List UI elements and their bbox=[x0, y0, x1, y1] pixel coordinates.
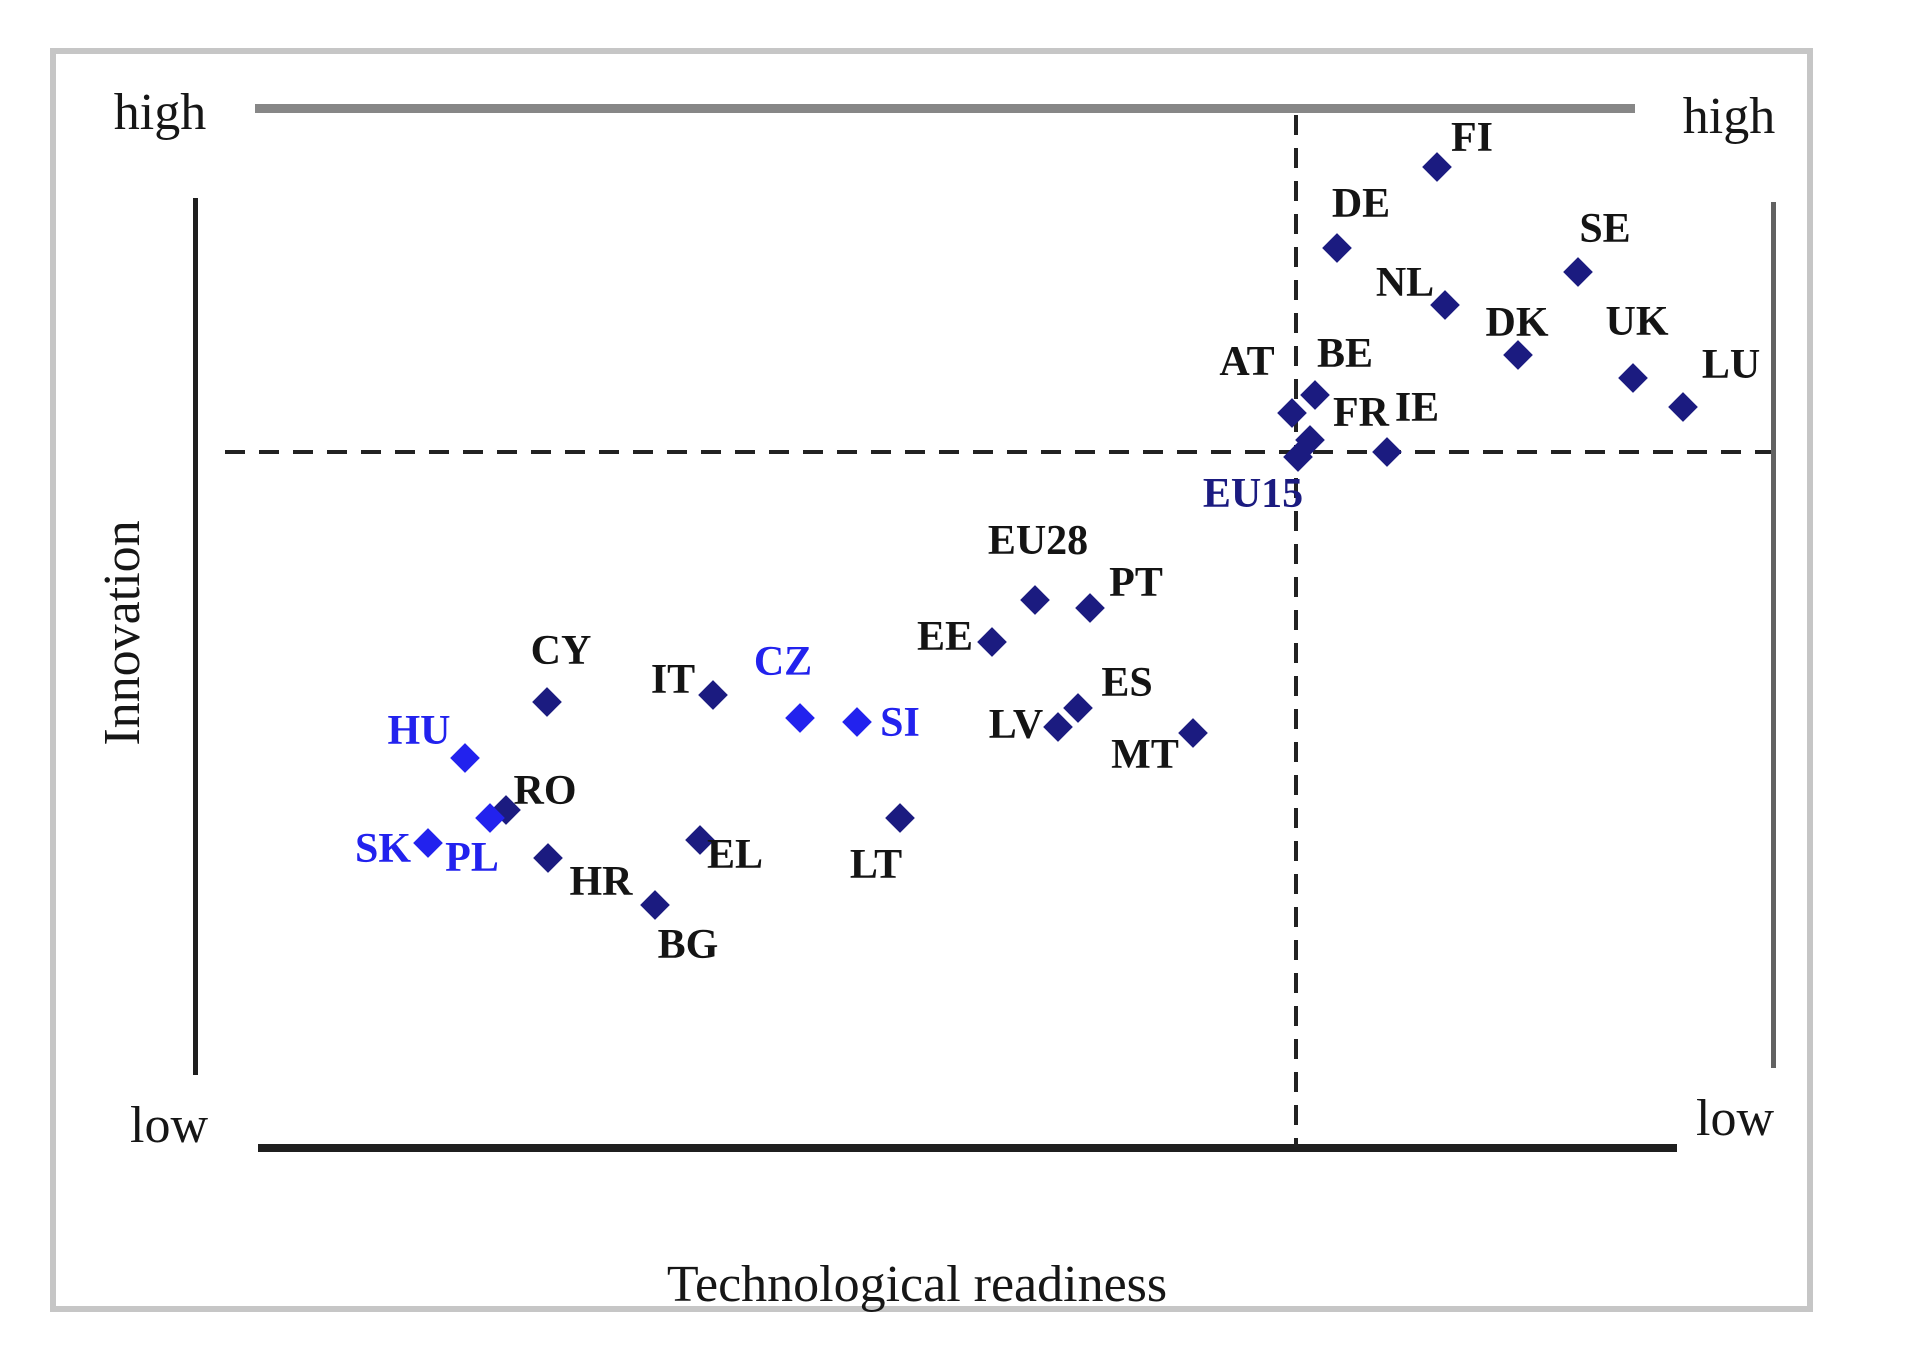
data-point-label-si: SI bbox=[880, 700, 920, 746]
data-point-label-lv: LV bbox=[988, 702, 1044, 748]
data-point-label-it: IT bbox=[650, 657, 696, 703]
data-point-label-nl: NL bbox=[1375, 260, 1435, 306]
data-point-label-eu15: EU15 bbox=[1202, 471, 1304, 517]
top-axis-line bbox=[255, 104, 1635, 113]
data-point-label-de: DE bbox=[1331, 181, 1391, 227]
y-axis-low-label: low bbox=[130, 1097, 208, 1154]
data-point-label-fr: FR bbox=[1333, 390, 1389, 436]
data-point-label-hu: HU bbox=[387, 708, 451, 754]
left-axis-line bbox=[193, 198, 198, 1075]
data-point-label-pt: PT bbox=[1109, 560, 1163, 606]
data-point-label-dk: DK bbox=[1485, 300, 1549, 346]
vertical-reference-dashed-line bbox=[1294, 115, 1298, 1147]
data-point-label-fi: FI bbox=[1451, 115, 1493, 161]
data-point-label-pl: PL bbox=[445, 835, 499, 881]
data-point-label-cz: CZ bbox=[753, 639, 813, 685]
y-axis-high-label: high bbox=[113, 84, 207, 141]
data-point-label-el: EL bbox=[706, 832, 764, 878]
data-point-label-hr: HR bbox=[569, 859, 633, 905]
data-point-label-lu: LU bbox=[1701, 342, 1761, 388]
data-point-label-ro: RO bbox=[513, 768, 577, 814]
x-axis-low-label: low bbox=[1696, 1090, 1774, 1147]
data-point-label-lt: LT bbox=[849, 842, 903, 888]
y-axis-title: Innovation bbox=[94, 520, 151, 746]
data-point-label-bg: BG bbox=[657, 922, 719, 968]
data-point-label-uk: UK bbox=[1605, 299, 1669, 345]
data-point-label-sk: SK bbox=[354, 826, 412, 872]
data-point-label-se: SE bbox=[1579, 206, 1631, 252]
data-point-label-at: AT bbox=[1219, 339, 1275, 385]
data-point-label-eu28: EU28 bbox=[987, 518, 1089, 564]
horizontal-reference-dashed-line bbox=[225, 450, 1771, 454]
data-point-label-ie: IE bbox=[1394, 385, 1440, 431]
data-point-label-be: BE bbox=[1316, 331, 1374, 377]
bottom-axis-line bbox=[258, 1144, 1677, 1152]
data-point-label-cy: CY bbox=[530, 628, 592, 674]
figure-border bbox=[50, 48, 1813, 1312]
x-axis-title: Technological readiness bbox=[666, 1256, 1168, 1313]
data-point-label-mt: MT bbox=[1111, 732, 1179, 778]
right-axis-line bbox=[1771, 202, 1776, 1068]
data-point-label-es: ES bbox=[1101, 660, 1153, 706]
x-axis-high-label: high bbox=[1682, 88, 1776, 145]
data-point-label-ee: EE bbox=[916, 614, 974, 660]
